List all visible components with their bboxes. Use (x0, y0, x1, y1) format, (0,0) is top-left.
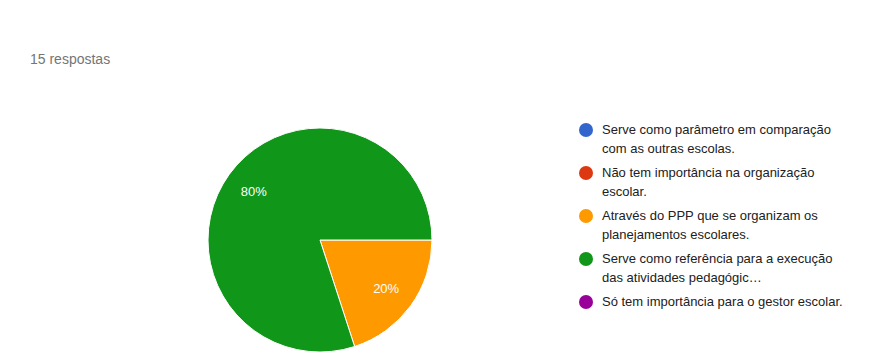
html-text:15 respostas: 15 respostas (30, 51, 111, 67)
html-text:Através do PPP que se organiza: Através do PPP que se organizam os plane… (602, 208, 818, 242)
html-text:Serve como referência para a e: Serve como referência para a execução da… (602, 251, 833, 285)
svg-text:20%: 20% (373, 281, 399, 296)
html-text:Serve como parâmetro em compar: Serve como parâmetro em comparação com a… (602, 122, 831, 156)
html-text:Não tem importância na organiz: Não tem importância na organização escol… (602, 165, 815, 199)
html-text:Só tem importância para o gest: Só tem importância para o gestor escolar… (602, 294, 843, 309)
svg-text:80%: 80% (241, 184, 267, 199)
